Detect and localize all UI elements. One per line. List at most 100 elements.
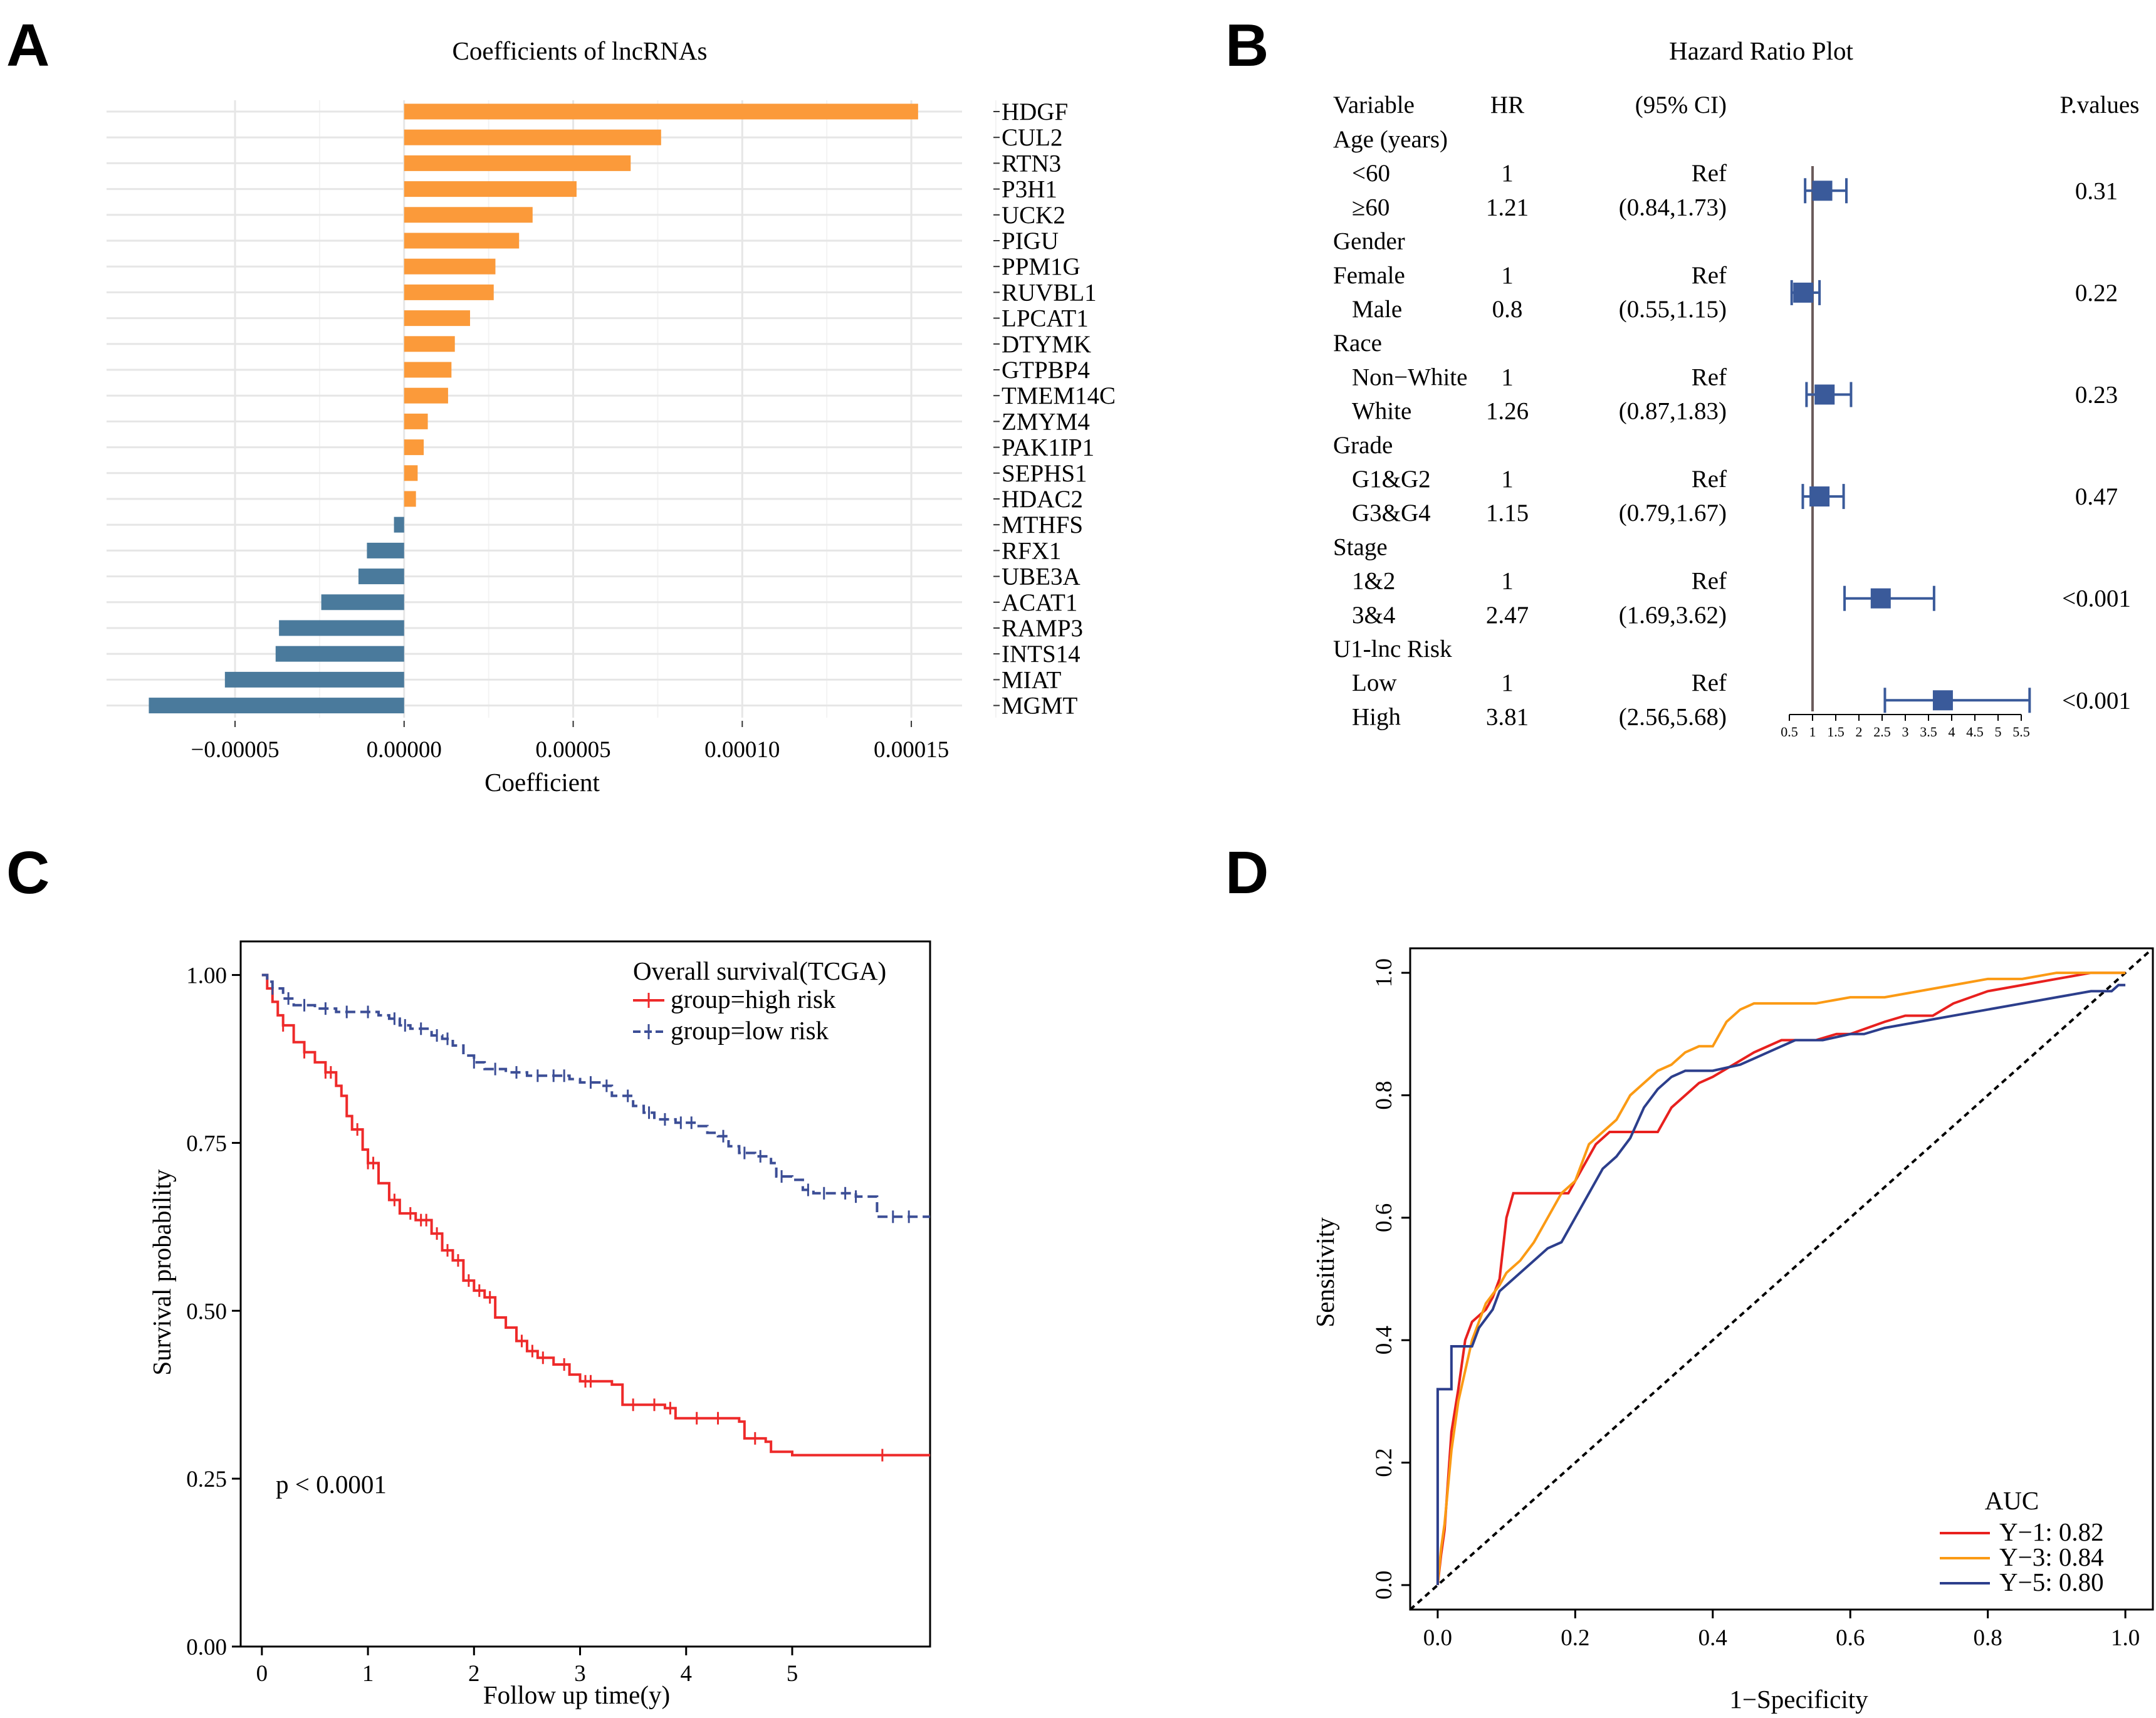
bar-hdac2 — [404, 491, 416, 507]
category-label: P3H1 — [1002, 176, 1057, 203]
x-tick-label: 0.4 — [1698, 1625, 1727, 1651]
row-ci: Ref — [1692, 364, 1727, 390]
y-tick-label: 0.50 — [186, 1299, 227, 1324]
category-label: RUVBL1 — [1002, 279, 1097, 306]
row-variable: Grade — [1333, 432, 1393, 459]
row-ci: Ref — [1692, 466, 1727, 493]
x-tick-label: 4 — [681, 1661, 693, 1687]
row-ci: Ref — [1692, 669, 1727, 696]
x-tick-label: 3 — [1902, 724, 1909, 740]
bar-ppm1g — [404, 258, 496, 275]
row-variable: Gender — [1333, 228, 1405, 255]
y-tick-label: 0.2 — [1371, 1448, 1397, 1477]
category-label: PIGU — [1002, 228, 1059, 254]
row-variable: Female — [1333, 262, 1405, 289]
y-tick-label: 0.75 — [186, 1131, 227, 1156]
panel-d-x-axis-label: 1−Specificity — [1729, 1685, 1868, 1714]
category-label: MIAT — [1002, 666, 1062, 693]
panel-letter-a: A — [6, 12, 50, 79]
category-label: UBE3A — [1002, 563, 1081, 590]
category-label: PPM1G — [1002, 253, 1081, 280]
x-tick-label: 5 — [787, 1661, 798, 1687]
row-ci: Ref — [1692, 262, 1727, 289]
p-value: 0.22 — [2075, 280, 2118, 306]
row-hr: 3.81 — [1486, 703, 1529, 730]
x-tick-label: 5.5 — [2012, 724, 2030, 740]
panel-b-table-rows: Age (years) <60 1 Ref ≥60 1.21 (0.84,1.73) Gend… — [1333, 126, 1727, 730]
category-label: MGMT — [1002, 693, 1078, 720]
x-tick-label: 0 — [256, 1661, 268, 1687]
panel-a-x-axis-label: Coefficient — [484, 768, 600, 797]
row-hr: 2.47 — [1486, 602, 1529, 629]
legend-label: Y−1: 0.82 — [1999, 1517, 2104, 1546]
x-tick-label: 1.0 — [2111, 1625, 2140, 1651]
category-label: INTS14 — [1002, 641, 1081, 668]
panel-letter-d: D — [1225, 839, 1269, 906]
category-label: DTYMK — [1002, 331, 1091, 358]
row-variable: Age (years) — [1333, 126, 1448, 153]
panel-b-header-hr: HR — [1490, 92, 1524, 118]
row-variable: Stage — [1333, 533, 1388, 560]
row-variable: <60 — [1352, 160, 1390, 187]
panel-c-survival-curve: 0 1 2 3 4 5 0.00 0.25 0.50 0.75 1.00 Follow up tim… — [147, 940, 931, 1709]
p-value: 0.23 — [2075, 382, 2118, 409]
row-hr: 1 — [1501, 160, 1514, 187]
row-variable: U1-lnc Risk — [1333, 636, 1452, 663]
legend-label: group=low risk — [671, 1016, 829, 1045]
y-tick-label: 0.8 — [1371, 1081, 1397, 1109]
row-ci: Ref — [1692, 568, 1727, 595]
p-value: <0.001 — [2062, 687, 2131, 714]
category-label: PAK1IP1 — [1002, 434, 1094, 461]
x-tick-label: 0.00000 — [367, 737, 442, 763]
x-tick-label: 0.2 — [1561, 1625, 1589, 1651]
row-hr: 0.8 — [1492, 296, 1523, 323]
row-hr: 1.21 — [1486, 194, 1529, 221]
row-variable: G1&G2 — [1352, 466, 1431, 493]
y-tick-label: 1.00 — [186, 963, 227, 989]
x-tick-label: 0.00010 — [704, 737, 780, 763]
panel-c-x-axis-label: Follow up time(y) — [483, 1680, 670, 1709]
roc-line-2 — [1436, 972, 2126, 1586]
row-ci: (0.84,1.73) — [1619, 194, 1727, 221]
panel-b-p-values: 0.31 0.22 0.23 0.47 <0.001 <0.001 — [2062, 177, 2131, 714]
row-ci: (2.56,5.68) — [1619, 703, 1727, 730]
p-value: 0.31 — [2075, 177, 2118, 204]
row-hr: 1 — [1501, 262, 1514, 289]
x-tick-label: 0.00015 — [874, 737, 949, 763]
row-variable: Race — [1333, 330, 1382, 357]
x-tick-label: 0.5 — [1781, 724, 1798, 740]
row-ci: (0.55,1.15) — [1619, 296, 1727, 323]
x-tick-label: 0.6 — [1836, 1625, 1865, 1651]
x-tick-label: 5 — [1995, 724, 2002, 740]
bar-tmem14c — [404, 387, 448, 404]
hr-marker — [1932, 690, 1953, 711]
panel-c-series — [261, 973, 930, 1462]
row-ci: (0.79,1.67) — [1619, 500, 1727, 526]
bar-ramp3 — [279, 620, 404, 636]
row-hr: 1 — [1501, 364, 1514, 390]
category-label: TMEM14C — [1002, 382, 1116, 409]
panel-d-legend-title: AUC — [1985, 1486, 2039, 1515]
bar-gtpbp4 — [404, 362, 452, 378]
bar-mgmt — [149, 698, 404, 714]
hr-marker — [1814, 384, 1835, 405]
category-label: RTN3 — [1002, 150, 1061, 177]
p-value: <0.001 — [2062, 585, 2131, 612]
bar-pak1ip1 — [404, 439, 424, 456]
panel-c-legend-title: Overall survival(TCGA) — [633, 956, 886, 985]
bar-uck2 — [404, 207, 533, 223]
category-label: UCK2 — [1002, 202, 1065, 229]
panel-d-plot-frame — [1409, 947, 2154, 1611]
bar-rfx1 — [367, 542, 404, 558]
row-hr: 1 — [1501, 466, 1514, 493]
category-label: HDAC2 — [1002, 486, 1083, 513]
x-tick-label: 2.5 — [1873, 724, 1891, 740]
x-tick-label: 0.0 — [1423, 1625, 1452, 1651]
bar-p3h1 — [404, 181, 577, 197]
row-hr: 1 — [1501, 568, 1514, 595]
panel-a-bars — [107, 103, 962, 714]
category-label: HDGF — [1002, 98, 1068, 125]
roc-line-3 — [1436, 983, 2126, 1585]
